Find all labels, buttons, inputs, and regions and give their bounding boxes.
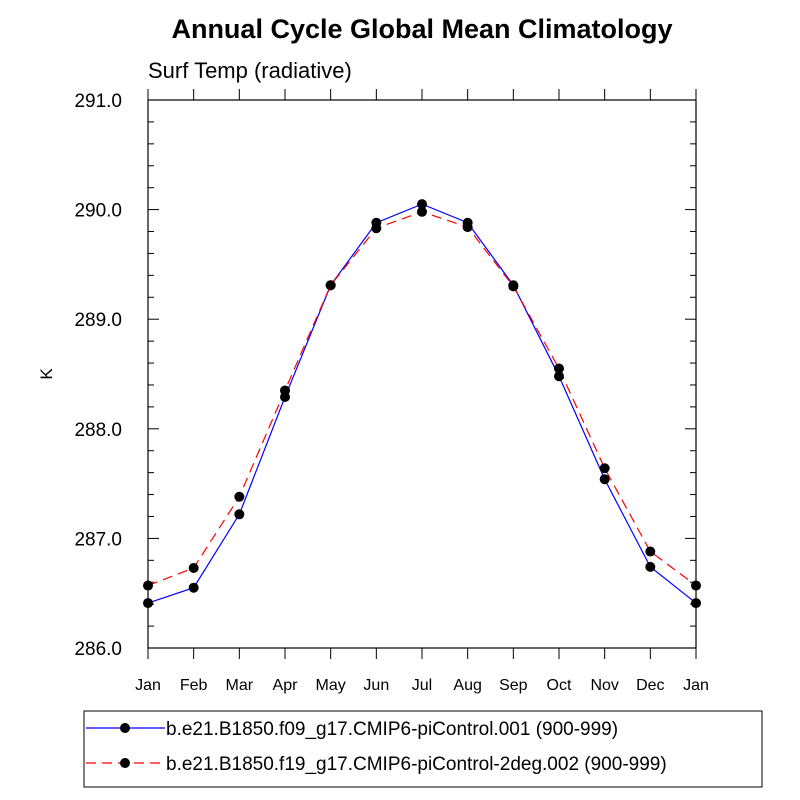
data-point [417,199,427,210]
data-point [645,546,656,557]
data-point [325,280,336,291]
y-tick-label: 288.0 [74,420,122,441]
x-tick-label: Aug [453,677,481,694]
data-point [599,474,610,485]
data-point [645,561,656,572]
chart-title: Annual Cycle Global Mean Climatology [171,14,672,44]
y-tick-label: 289.0 [74,310,122,331]
legend-label-2: b.e21.B1850.f19_g17.CMIP6-piControl-2deg… [166,754,667,775]
data-point [554,371,564,382]
x-tick-label: Jun [363,677,389,694]
x-tick-label: Feb [180,677,208,694]
axis-ticks [147,89,697,659]
x-tick-label: Oct [547,677,572,694]
chart-subtitle: Surf Temp (radiative) [148,58,352,83]
data-point [234,491,245,502]
y-tick-label: 286.0 [74,639,122,660]
series-layer [143,199,701,609]
x-tick-label: May [316,677,346,694]
x-tick-label: Dec [636,677,664,694]
data-point [691,598,701,609]
legend-marker-2 [120,758,130,768]
y-tick-label: 291.0 [74,91,122,112]
x-tick-label: Apr [273,677,299,694]
x-tick-label: Mar [226,677,254,694]
data-point [143,580,153,591]
data-point [188,562,199,573]
y-tick-labels: 286.0 287.0 288.0 289.0 290.0 291.0 [74,91,122,660]
x-tick-label: Jul [412,677,432,694]
legend-label-1: b.e21.B1850.f09_g17.CMIP6-piControl.001 … [166,719,618,740]
data-point [554,363,564,374]
data-point [143,598,153,609]
legend-marker-1 [120,723,130,733]
data-point [691,580,701,591]
x-tick-label: Nov [590,677,618,694]
plot-frame [147,99,697,649]
y-tick-label: 290.0 [74,201,122,222]
legend-box [83,710,763,788]
data-point [462,222,473,233]
legend: b.e21.B1850.f09_g17.CMIP6-piControl.001 … [86,719,667,775]
data-point [599,463,610,474]
data-point [371,223,382,234]
y-axis-label: K [37,368,56,380]
data-point [234,509,245,520]
x-tick-label: Jan [683,677,709,694]
data-point [188,582,199,593]
x-tick-labels: Jan Feb Mar Apr May Jun Jul Aug Sep Oct Nov Dec Jan [135,677,709,694]
y-tick-label: 287.0 [74,529,122,550]
series-line-1 [147,203,697,604]
x-tick-label: Sep [499,677,528,694]
data-point [508,281,519,292]
x-tick-label: Jan [135,677,161,694]
data-point [417,206,427,217]
data-point [280,385,290,396]
